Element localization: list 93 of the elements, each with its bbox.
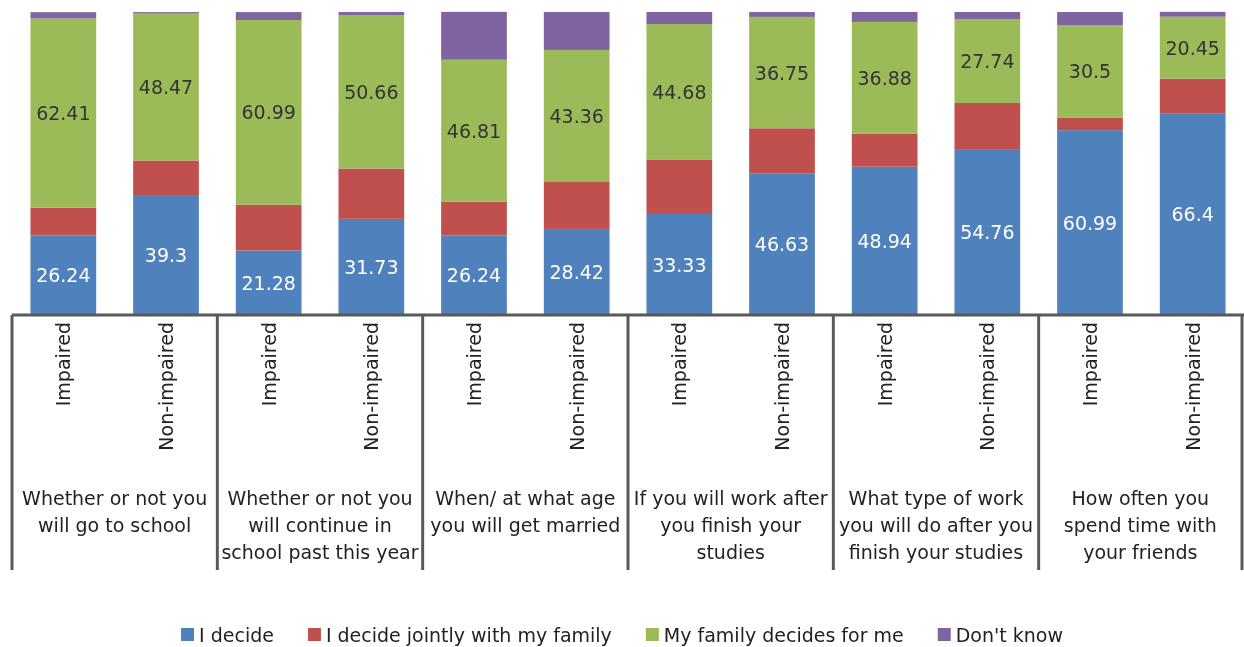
bar <box>1159 11 1226 17</box>
bar <box>338 12 405 16</box>
bar <box>954 149 1021 315</box>
bar <box>851 11 918 22</box>
x-tick-label: Non-impaired <box>976 322 999 451</box>
bar <box>441 11 507 60</box>
bar <box>1057 12 1123 26</box>
text: When/ at what age you will get married <box>430 487 621 536</box>
bar <box>543 49 610 182</box>
data-label: 46.81 <box>446 119 502 142</box>
bar <box>1057 130 1123 315</box>
data-label: 31.73 <box>344 255 399 278</box>
bar <box>646 11 713 25</box>
data-label: 36.75 <box>754 61 810 84</box>
x-tick-label: Non-impaired <box>771 322 793 451</box>
data-label: 36.88 <box>857 66 912 89</box>
data-label: 62.41 <box>36 102 91 125</box>
bar <box>749 173 815 315</box>
bar <box>338 15 405 169</box>
bar <box>30 207 97 236</box>
data-label: 20.45 <box>1165 36 1220 59</box>
bar <box>954 12 1021 19</box>
bar <box>749 128 815 174</box>
data-label: 26.24 <box>36 264 91 287</box>
x-tick-label: Impaired <box>257 322 280 407</box>
bar <box>954 103 1021 150</box>
data-label: 43.36 <box>549 104 604 127</box>
bar <box>1159 16 1226 79</box>
bar <box>749 16 815 129</box>
bar <box>543 181 610 229</box>
bar <box>30 12 97 19</box>
bar <box>1057 25 1123 118</box>
x-tick-label: Non-impaired <box>1181 322 1204 451</box>
bar <box>543 12 610 50</box>
bar <box>749 12 815 17</box>
data-label: 54.76 <box>960 221 1015 244</box>
data-label: 28.42 <box>549 260 604 283</box>
bar <box>338 168 405 219</box>
x-tick-label: Non-impaired <box>155 322 177 451</box>
x-tick-label: Impaired <box>52 322 75 407</box>
data-label: 26.24 <box>446 264 502 287</box>
data-label: 44.68 <box>652 80 707 103</box>
bar <box>1159 78 1226 114</box>
bar <box>851 166 918 315</box>
text: If you will work after you finish your studies <box>633 487 828 563</box>
x-tick-label: Impaired <box>873 322 896 407</box>
data-label: 21.28 <box>241 271 296 294</box>
data-label: 33.33 <box>652 253 707 276</box>
bar <box>235 19 302 205</box>
bar <box>338 218 405 315</box>
bar <box>441 59 507 202</box>
bar <box>1057 117 1123 131</box>
text: Whether or not you will go to school <box>22 487 208 536</box>
bar <box>30 235 97 315</box>
bar <box>235 250 302 315</box>
bar <box>441 235 507 315</box>
x-tick-label: Impaired <box>668 322 691 407</box>
data-label: 50.66 <box>344 80 399 103</box>
data-label: 48.47 <box>138 76 194 99</box>
data-label: 66.4 <box>1171 203 1214 226</box>
x-tick-label: Impaired <box>1079 322 1101 407</box>
bar <box>133 13 199 161</box>
legend-label: Don't know <box>955 624 1063 646</box>
bar <box>646 159 713 215</box>
bar <box>543 228 610 315</box>
data-label: 39.3 <box>144 244 188 267</box>
text: Whether or not you will continue in school past this year <box>221 487 419 563</box>
data-label: 60.99 <box>241 101 296 124</box>
x-tick-label: Non-impaired <box>360 322 383 451</box>
bar <box>851 133 918 167</box>
legend-label: My family decides for me <box>663 624 904 646</box>
bar <box>954 18 1021 104</box>
bar <box>646 214 713 315</box>
data-label: 27.74 <box>960 50 1015 72</box>
bar <box>1159 113 1226 315</box>
bar <box>851 21 918 134</box>
bar <box>235 12 302 20</box>
bar <box>133 195 199 315</box>
bar <box>133 160 199 196</box>
x-tick-label: Non-impaired <box>565 322 588 451</box>
legend-label: I decide jointly with my family <box>325 624 612 646</box>
data-label: 30.5 <box>1068 60 1112 83</box>
data-label: 46.63 <box>754 233 810 256</box>
bar <box>30 18 97 208</box>
text: How often you spend time with your friends <box>1063 487 1217 563</box>
text: What type of work you will do after you finish your studies <box>839 487 1033 563</box>
bar <box>441 201 507 236</box>
data-label: 48.94 <box>857 229 912 252</box>
x-tick-label: Impaired <box>463 322 485 407</box>
data-label: 60.99 <box>1062 211 1118 234</box>
bar <box>235 204 302 251</box>
legend-label: I decide <box>199 624 274 646</box>
bar <box>646 24 713 160</box>
